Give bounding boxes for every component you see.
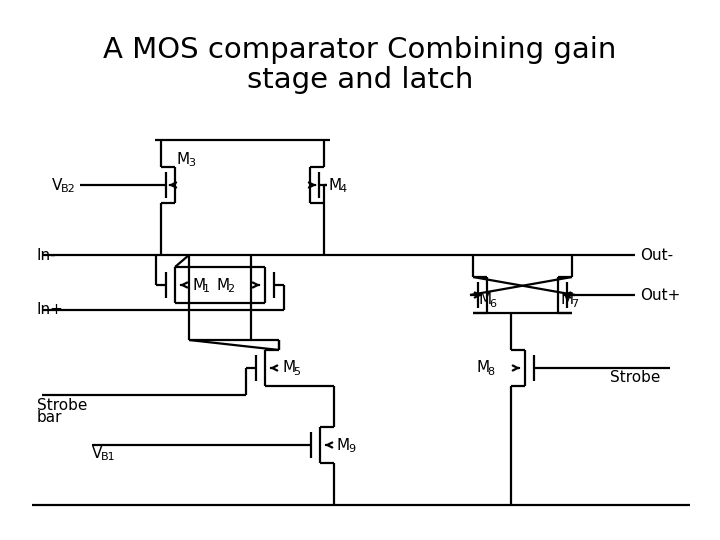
Text: Out+: Out+ [640, 287, 680, 302]
Text: A MOS comparator Combining gain: A MOS comparator Combining gain [103, 36, 617, 64]
Text: 1: 1 [203, 284, 210, 294]
Text: M: M [560, 293, 573, 307]
Text: In-: In- [37, 247, 57, 262]
Text: In+: In+ [37, 302, 64, 318]
Text: bar: bar [37, 409, 63, 424]
Text: 7: 7 [571, 299, 578, 309]
Text: stage and latch: stage and latch [247, 66, 473, 94]
Text: 5: 5 [293, 367, 300, 377]
Text: 4: 4 [339, 184, 346, 194]
Text: M: M [177, 152, 190, 166]
Text: M: M [478, 293, 491, 307]
Text: B2: B2 [61, 184, 76, 194]
Text: M: M [282, 361, 295, 375]
Text: 6: 6 [489, 299, 496, 309]
Text: Strobe: Strobe [610, 370, 660, 386]
Text: M: M [192, 278, 205, 293]
Text: V: V [52, 178, 63, 192]
Text: Strobe: Strobe [37, 397, 87, 413]
Text: M: M [216, 278, 229, 293]
Text: 2: 2 [227, 284, 234, 294]
Text: M: M [476, 361, 489, 375]
Text: 8: 8 [487, 367, 494, 377]
Text: B1: B1 [101, 452, 116, 462]
Text: V: V [92, 446, 102, 461]
Text: M: M [328, 178, 341, 192]
Text: M: M [337, 437, 350, 453]
Text: 9: 9 [348, 444, 355, 454]
Text: 3: 3 [188, 158, 195, 168]
Text: Out-: Out- [640, 247, 673, 262]
